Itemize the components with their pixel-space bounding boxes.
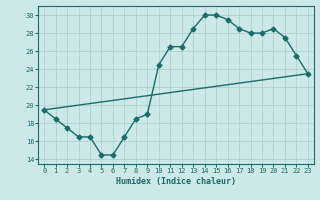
- X-axis label: Humidex (Indice chaleur): Humidex (Indice chaleur): [116, 177, 236, 186]
